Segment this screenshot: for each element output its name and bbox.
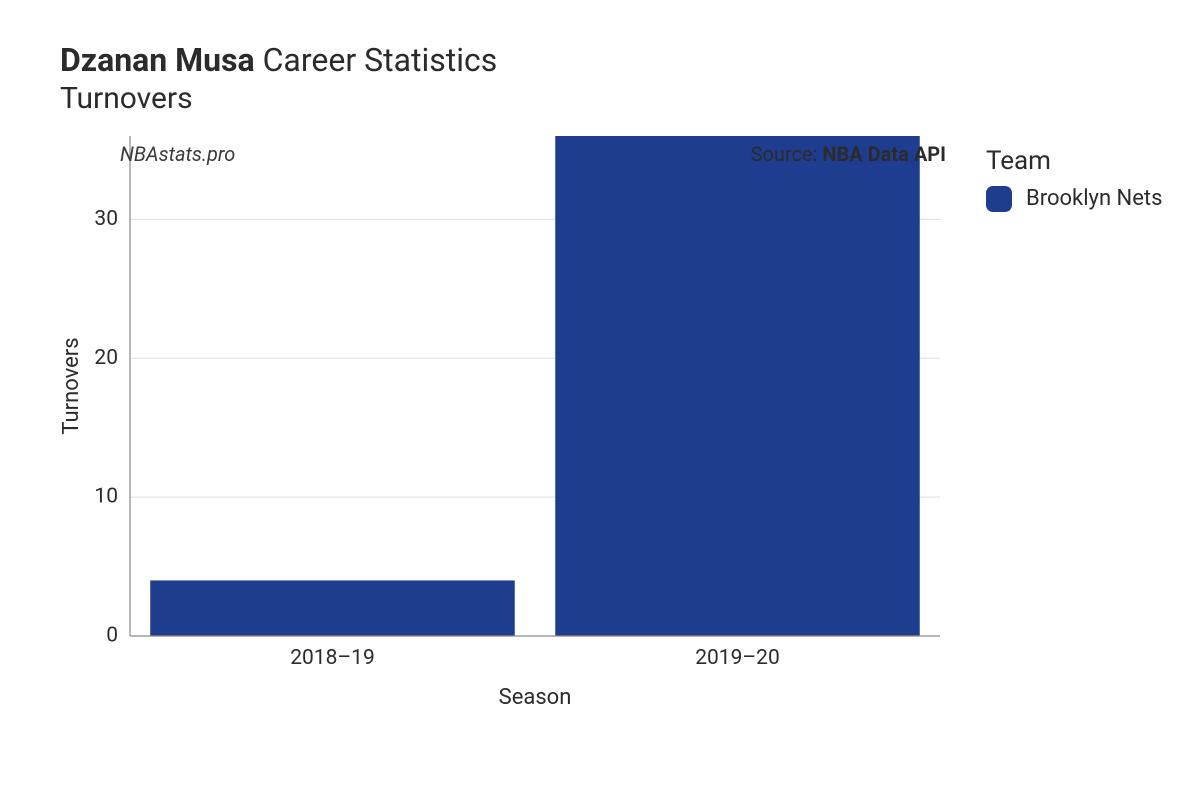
svg-text:0: 0	[106, 623, 118, 647]
player-name: Dzanan Musa	[60, 41, 255, 79]
legend-label: Brooklyn Nets	[1026, 186, 1162, 211]
title-subtitle: Turnovers	[60, 80, 1170, 118]
legend-item: Brooklyn Nets	[986, 186, 1162, 212]
svg-text:10: 10	[94, 484, 118, 508]
title-line-1: Dzanan Musa Career Statistics	[60, 40, 1170, 80]
svg-text:Turnovers: Turnovers	[60, 337, 84, 434]
legend-items: Brooklyn Nets	[986, 186, 1162, 212]
legend: Team Brooklyn Nets	[986, 146, 1162, 212]
svg-text:Season: Season	[499, 685, 572, 710]
svg-text:20: 20	[94, 345, 118, 369]
chart-container: Dzanan Musa Career Statistics Turnovers …	[0, 0, 1200, 800]
chart-wrap: NBAstats.pro Source: NBA Data API 010203…	[60, 136, 960, 740]
chart-row: NBAstats.pro Source: NBA Data API 010203…	[60, 136, 1170, 740]
svg-text:2019–20: 2019–20	[695, 646, 780, 670]
title-suffix: Career Statistics	[263, 41, 498, 79]
title-block: Dzanan Musa Career Statistics Turnovers	[60, 40, 1170, 118]
bar-chart: 0 10 20 30 2018–19 2019–20 Season Turnovers	[60, 136, 960, 736]
legend-title: Team	[986, 146, 1162, 176]
svg-text:30: 30	[94, 206, 118, 230]
svg-text:2018–19: 2018–19	[290, 646, 375, 670]
legend-swatch	[986, 186, 1012, 212]
